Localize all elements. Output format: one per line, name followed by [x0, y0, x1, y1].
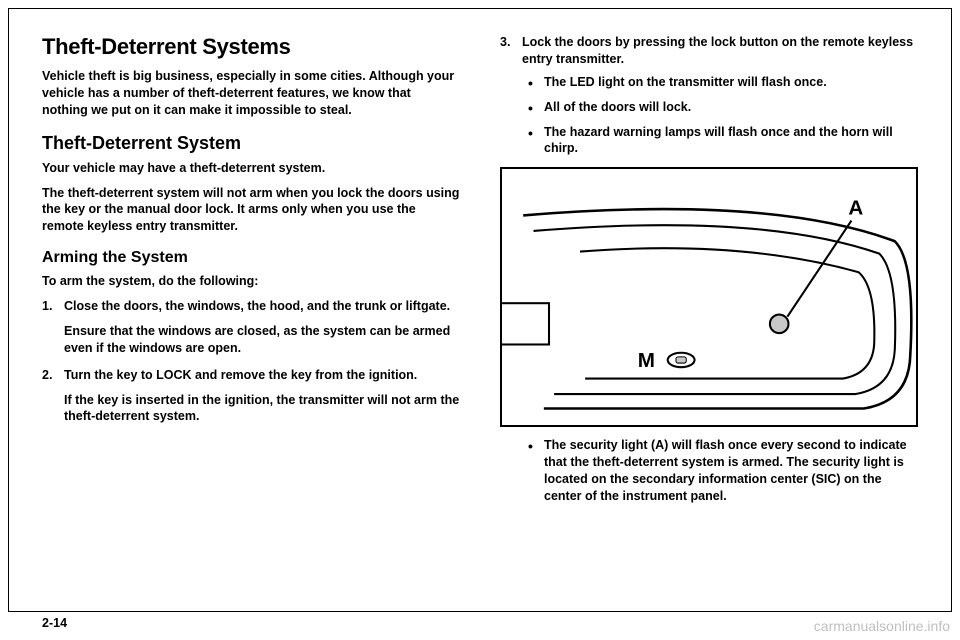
inner-curve [580, 248, 874, 378]
bullet-doors-lock: All of the doors will lock. [544, 99, 918, 116]
arming-steps-list: Close the doors, the windows, the hood, … [42, 298, 460, 425]
security-light-icon [770, 315, 789, 334]
left-column: Theft-Deterrent Systems Vehicle theft is… [42, 34, 460, 594]
step-2-main: Turn the key to LOCK and remove the key … [64, 368, 417, 382]
step-3-main: Lock the doors by pressing the lock butt… [522, 35, 913, 66]
step-1-main: Close the doors, the windows, the hood, … [64, 299, 450, 313]
watermark-text: carmanualsonline.info [814, 618, 950, 634]
bullet-led: The LED light on the transmitter will fl… [544, 74, 918, 91]
arming-steps-list-cont: Lock the doors by pressing the lock butt… [500, 34, 918, 157]
paragraph-may-have: Your vehicle may have a theft-deterrent … [42, 160, 460, 177]
left-box-icon [502, 303, 549, 344]
paragraph-to-arm: To arm the system, do the following: [42, 273, 460, 290]
m-slot-icon [676, 357, 686, 363]
paragraph-will-not-arm: The theft-deterrent system will not arm … [42, 185, 460, 236]
dashboard-figure: A M [500, 167, 918, 427]
dashboard-svg: A M [502, 169, 916, 425]
step-3-bullets: The LED light on the transmitter will fl… [522, 74, 918, 158]
step-1: Close the doors, the windows, the hood, … [64, 298, 460, 357]
page-content: Theft-Deterrent Systems Vehicle theft is… [8, 8, 952, 612]
heading-theft-deterrent-systems: Theft-Deterrent Systems [42, 34, 460, 60]
page-number: 2-14 [42, 616, 67, 630]
step-1-sub: Ensure that the windows are closed, as t… [64, 323, 460, 357]
step-2-sub: If the key is inserted in the ignition, … [64, 392, 460, 426]
label-a: A [848, 197, 863, 220]
bullet-hazard: The hazard warning lamps will flash once… [544, 124, 918, 158]
step-3: Lock the doors by pressing the lock butt… [522, 34, 918, 157]
intro-paragraph: Vehicle theft is big business, especiall… [42, 68, 460, 119]
heading-arming: Arming the System [42, 249, 460, 267]
heading-theft-deterrent-system: Theft-Deterrent System [42, 133, 460, 154]
bullet-security-light: The security light (A) will flash once e… [544, 437, 918, 505]
label-m: M [638, 349, 655, 372]
step-2: Turn the key to LOCK and remove the key … [64, 367, 460, 426]
right-column: Lock the doors by pressing the lock butt… [500, 34, 918, 594]
bottom-bullet-list: The security light (A) will flash once e… [500, 437, 918, 505]
